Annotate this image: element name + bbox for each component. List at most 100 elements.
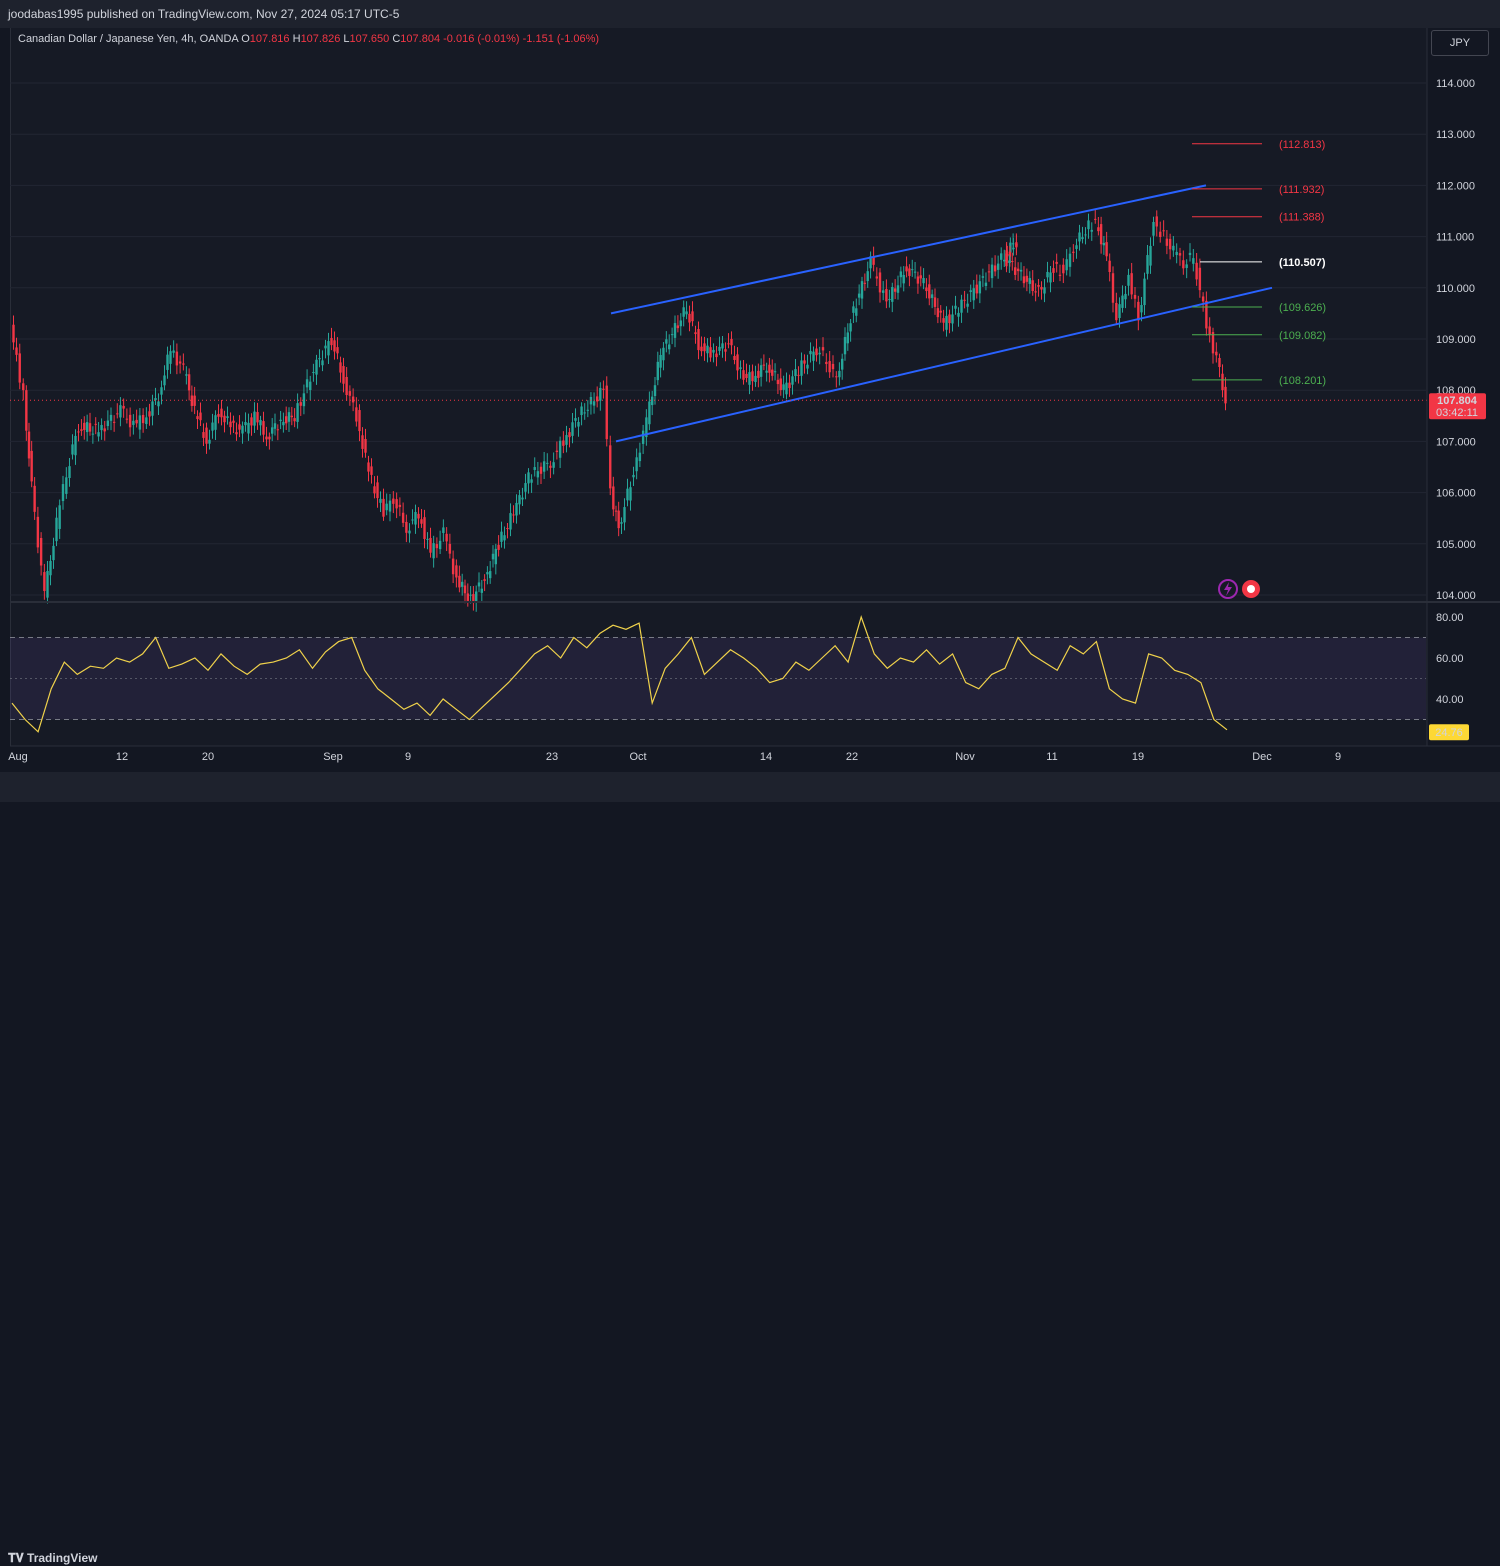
symbol-name[interactable]: Canadian Dollar / Japanese Yen, 4h, OAND… <box>18 33 239 45</box>
candle-body <box>899 271 903 278</box>
chart-pane[interactable] <box>10 28 1427 746</box>
candle-body <box>1065 259 1068 271</box>
candle-body <box>987 271 991 273</box>
channel-upper-line[interactable] <box>610 184 1207 315</box>
candle-body <box>327 341 330 356</box>
time-tick-label: Sep <box>323 751 343 763</box>
candle-body <box>318 358 321 360</box>
candle-body <box>536 471 540 478</box>
candle-body <box>688 313 691 323</box>
candle-body <box>888 298 891 301</box>
candle-body <box>812 351 815 361</box>
rsi-line[interactable] <box>11 615 1228 733</box>
price-change: -0.016 (-0.01%) <box>443 33 520 45</box>
candle-body <box>685 311 688 315</box>
candle-body <box>309 381 312 391</box>
time-tick-label: 9 <box>405 751 411 763</box>
candle-body <box>1224 386 1227 404</box>
candle-body <box>1000 253 1003 260</box>
chart-svg[interactable]: 114.000 113.000 112.000 111.000 110.000 109.0… <box>0 0 1500 802</box>
candle-body <box>235 432 238 435</box>
candle-body <box>148 411 151 417</box>
candle-body <box>828 361 831 373</box>
currency-button[interactable]: JPY <box>1431 30 1489 56</box>
level-label: (111.388) <box>1279 212 1324 224</box>
candle-body <box>1043 287 1046 294</box>
candle-body <box>1124 293 1127 300</box>
candle-body <box>455 565 458 578</box>
lightning-icon[interactable] <box>1218 579 1238 599</box>
candle-body <box>996 263 1000 270</box>
candle-body <box>815 348 818 356</box>
candle-body <box>382 498 385 517</box>
candle-body <box>751 371 754 382</box>
candle-body <box>1075 245 1078 249</box>
candle-body <box>806 364 809 369</box>
candle-body <box>232 420 235 423</box>
candle-body <box>475 591 478 602</box>
candle-body <box>1028 278 1031 284</box>
candle-body <box>993 265 997 272</box>
candle-body <box>651 396 654 406</box>
candle-body <box>788 382 791 389</box>
candle-body <box>942 318 945 323</box>
candle-body <box>262 421 265 435</box>
candle-body <box>1198 267 1202 291</box>
candle-body <box>632 474 635 478</box>
price-change-total: -1.151 (-1.06%) <box>522 33 600 45</box>
candle-body <box>398 504 402 507</box>
candle-body <box>330 337 333 346</box>
candle-body <box>376 482 379 499</box>
candle-body <box>361 435 364 449</box>
candle-body <box>966 303 969 307</box>
candle-body <box>1031 280 1034 292</box>
candle-body <box>733 355 736 360</box>
candle-body <box>296 403 299 422</box>
candle-body <box>1087 220 1090 230</box>
candle-body <box>1143 278 1146 306</box>
candle-body <box>635 457 638 472</box>
candle-body <box>83 422 86 430</box>
candle-body <box>709 347 712 358</box>
candle-body <box>271 427 274 434</box>
candle-body <box>527 472 530 484</box>
candle-body <box>860 281 864 299</box>
candle-body <box>939 310 942 313</box>
candle-body <box>1034 291 1037 293</box>
candle-body <box>33 485 36 512</box>
candle-body <box>1130 273 1133 295</box>
candle-body <box>483 579 486 581</box>
candle-body <box>568 432 571 438</box>
candle-body <box>803 360 806 364</box>
candle-body <box>908 268 911 276</box>
candle-body <box>542 461 546 472</box>
channel-lower-line[interactable] <box>615 286 1273 443</box>
candle-body <box>132 420 135 425</box>
candle-body <box>990 264 994 279</box>
tradingview-logo[interactable]: 𝐓𝐕 TradingView <box>8 1551 98 1566</box>
candle-body <box>109 414 113 421</box>
candle-body <box>211 422 214 431</box>
candle-body <box>1016 268 1020 272</box>
candle-body <box>682 307 685 317</box>
candle-body <box>423 517 426 539</box>
candle-body <box>648 401 651 425</box>
candle-body <box>835 376 838 378</box>
candle-body <box>15 347 18 355</box>
candle-body <box>620 522 623 524</box>
price-tick-label: 114.000 <box>1436 78 1475 90</box>
candle-body <box>229 421 232 428</box>
candle-body <box>800 360 803 376</box>
candle-body <box>463 585 467 594</box>
candle-body <box>849 323 852 332</box>
candle-body <box>759 365 763 377</box>
ohlc-high: 107.826 <box>300 33 341 45</box>
record-dot-icon <box>1247 585 1255 593</box>
candle-body <box>653 385 657 397</box>
candle-body <box>555 450 559 452</box>
candle-body <box>448 543 452 554</box>
published-text: joodabas1995 published on TradingView.co… <box>8 7 400 21</box>
candle-body <box>154 398 157 401</box>
candle-body <box>893 288 897 292</box>
candle-body <box>1172 245 1175 251</box>
